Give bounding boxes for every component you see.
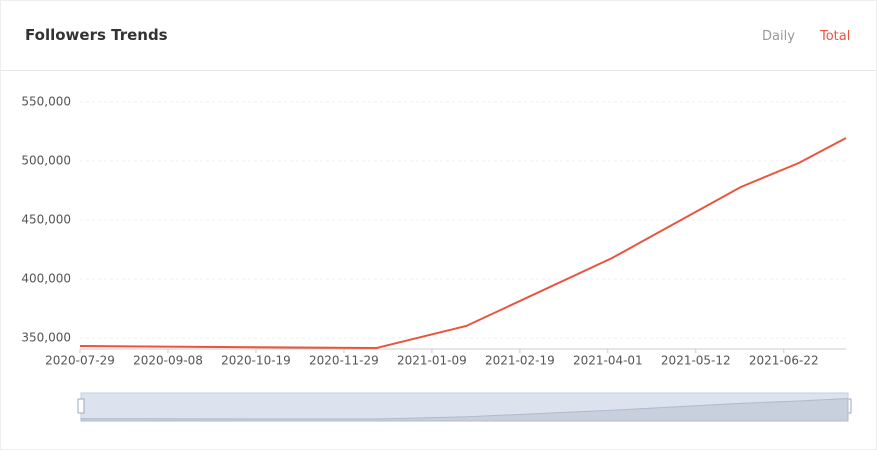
title: Followers Trends bbox=[25, 26, 168, 44]
x-tick-label: 2021-05-12 bbox=[661, 354, 731, 368]
y-tick-label: 350,000 bbox=[21, 331, 71, 345]
x-tick-label: 2020-10-19 bbox=[221, 354, 291, 368]
x-tick-label: 2020-09-08 bbox=[133, 354, 203, 368]
x-tick-label: 2020-11-29 bbox=[309, 354, 379, 368]
x-tick-label: 2020-07-29 bbox=[45, 354, 115, 368]
line bbox=[79, 137, 847, 350]
tab[interactable]: Total bbox=[820, 29, 851, 44]
x-tick-label: 2021-01-09 bbox=[397, 354, 467, 368]
zoom-handle[interactable] bbox=[77, 398, 85, 414]
y-tick-label: 400,000 bbox=[21, 272, 71, 286]
x-tick-label: 2021-02-19 bbox=[485, 354, 555, 368]
y-tick-label: 450,000 bbox=[21, 213, 71, 227]
x-tick-label: 2021-04-01 bbox=[573, 354, 643, 368]
header: Followers Trends Daily Total bbox=[1, 1, 876, 71]
y-tick-label: 550,000 bbox=[21, 95, 71, 109]
y-tick-label: 500,000 bbox=[21, 154, 71, 168]
x-tick-label: 2021-06-22 bbox=[749, 354, 819, 368]
tab[interactable]: Daily bbox=[762, 29, 795, 44]
zoom-preview bbox=[80, 397, 849, 422]
